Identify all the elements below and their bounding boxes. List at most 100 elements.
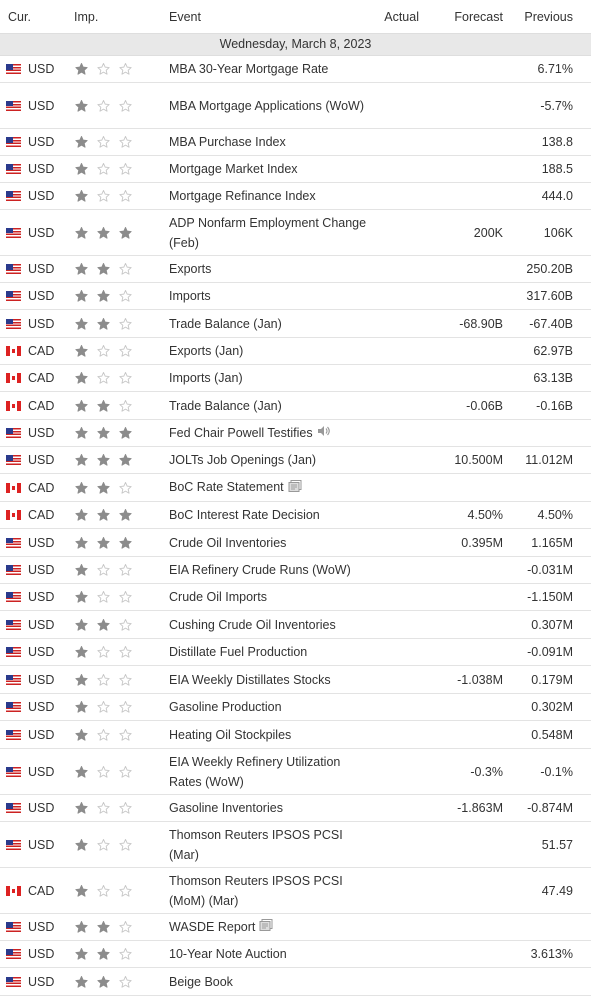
table-row[interactable]: CAD Imports (Jan) 63.13B xyxy=(0,365,591,392)
event-name[interactable]: Cushing Crude Oil Inventories xyxy=(169,617,336,632)
event-name[interactable]: ADP Nonfarm Employment Change (Feb) xyxy=(169,215,367,250)
event-cell[interactable]: MBA Purchase Index xyxy=(169,130,367,154)
table-row[interactable]: USD Beige Book xyxy=(0,968,591,996)
event-cell[interactable]: Exports (Jan) xyxy=(169,339,367,363)
speaker-icon[interactable] xyxy=(317,423,330,443)
currency-cell: USD xyxy=(0,838,72,852)
event-name[interactable]: MBA Mortgage Applications (WoW) xyxy=(169,98,364,113)
event-cell[interactable]: WASDE Report xyxy=(169,915,367,940)
event-name[interactable]: Gasoline Inventories xyxy=(169,801,283,815)
table-row[interactable]: USD Imports 317.60B xyxy=(0,283,591,310)
event-name[interactable]: Gasoline Production xyxy=(169,700,282,714)
table-row[interactable]: USD Thomson Reuters IPSOS PCSI (Mar) 51.57 xyxy=(0,822,591,868)
event-name[interactable]: Trade Balance (Jan) xyxy=(169,398,282,413)
event-cell[interactable]: Gasoline Production xyxy=(169,695,367,719)
table-row[interactable]: USD Mortgage Refinance Index 444.0 xyxy=(0,183,591,210)
table-row[interactable]: USD Crude Oil Imports -1.150M xyxy=(0,584,591,611)
event-cell[interactable]: BoC Interest Rate Decision xyxy=(169,503,367,527)
table-row[interactable]: USD Fed Chair Powell Testifies xyxy=(0,420,591,447)
event-name[interactable]: EIA Weekly Distillates Stocks xyxy=(169,672,331,687)
table-row[interactable]: USD Mortgage Market Index 188.5 xyxy=(0,156,591,183)
event-cell[interactable]: Mortgage Market Index xyxy=(169,157,367,181)
event-cell[interactable]: MBA 30-Year Mortgage Rate xyxy=(169,57,367,81)
event-cell[interactable]: Imports (Jan) xyxy=(169,366,367,390)
event-cell[interactable]: EIA Weekly Refinery Utilization Rates (W… xyxy=(169,750,367,794)
event-cell[interactable]: Trade Balance (Jan) xyxy=(169,312,367,336)
event-name[interactable]: Trade Balance (Jan) xyxy=(169,316,282,331)
table-row[interactable]: USD ADP Nonfarm Employment Change (Feb) 20… xyxy=(0,210,591,256)
table-row[interactable]: USD MBA Mortgage Applications (WoW) -5.7% xyxy=(0,83,591,129)
event-cell[interactable]: Gasoline Inventories xyxy=(169,796,367,820)
event-cell[interactable]: EIA Weekly Distillates Stocks xyxy=(169,668,367,692)
table-row[interactable]: USD Gasoline Production 0.302M xyxy=(0,694,591,721)
event-name[interactable]: Exports xyxy=(169,262,212,276)
table-row[interactable]: USD Heating Oil Stockpiles 0.548M xyxy=(0,721,591,749)
event-name[interactable]: EIA Weekly Refinery Utilization Rates (W… xyxy=(169,754,341,789)
event-name[interactable]: MBA Purchase Index xyxy=(169,135,286,149)
table-row[interactable]: USD Distillate Fuel Production -0.091M xyxy=(0,639,591,666)
document-icon[interactable] xyxy=(288,478,302,498)
event-name[interactable]: Distillate Fuel Production xyxy=(169,645,308,659)
event-name[interactable]: 10-Year Note Auction xyxy=(169,947,287,961)
event-name[interactable]: BoC Interest Rate Decision xyxy=(169,508,320,522)
event-name[interactable]: Heating Oil Stockpiles xyxy=(169,727,292,742)
event-name[interactable]: EIA Refinery Crude Runs (WoW) xyxy=(169,563,351,577)
event-cell[interactable]: Crude Oil Inventories xyxy=(169,531,367,555)
table-row[interactable]: USD WASDE Report xyxy=(0,914,591,941)
us-flag-icon xyxy=(6,318,21,329)
table-row[interactable]: USD EIA Weekly Refinery Utilization Rates… xyxy=(0,749,591,795)
event-name[interactable]: MBA 30-Year Mortgage Rate xyxy=(169,62,329,76)
table-row[interactable]: USD Exports 250.20B xyxy=(0,256,591,283)
event-name[interactable]: Imports xyxy=(169,289,211,303)
table-row[interactable]: USD Crude Oil Inventories 0.395M 1.165M xyxy=(0,529,591,557)
event-cell[interactable]: ADP Nonfarm Employment Change (Feb) xyxy=(169,211,367,255)
event-name[interactable]: Exports (Jan) xyxy=(169,344,244,358)
event-name[interactable]: WASDE Report xyxy=(169,919,256,934)
event-cell[interactable]: Beige Book xyxy=(169,970,367,994)
event-cell[interactable]: Mortgage Refinance Index xyxy=(169,184,367,208)
event-cell[interactable]: JOLTs Job Openings (Jan) xyxy=(169,448,367,472)
table-row[interactable]: USD Trade Balance (Jan) -68.90B -67.40B xyxy=(0,310,591,338)
table-row[interactable]: CAD Thomson Reuters IPSOS PCSI (MoM) (Mar… xyxy=(0,868,591,914)
previous-value: 188.5 xyxy=(541,162,573,176)
event-cell[interactable]: Thomson Reuters IPSOS PCSI (MoM) (Mar) xyxy=(169,869,367,913)
event-name[interactable]: JOLTs Job Openings (Jan) xyxy=(169,453,317,467)
event-cell[interactable]: MBA Mortgage Applications (WoW) xyxy=(169,94,367,118)
table-row[interactable]: CAD BoC Rate Statement xyxy=(0,474,591,502)
event-name[interactable]: Fed Chair Powell Testifies xyxy=(169,425,313,440)
table-row[interactable]: USD MBA 30-Year Mortgage Rate 6.71% xyxy=(0,56,591,83)
event-cell[interactable]: Heating Oil Stockpiles xyxy=(169,723,367,747)
table-row[interactable]: USD 10-Year Note Auction 3.613% xyxy=(0,941,591,968)
event-cell[interactable]: BoC Rate Statement xyxy=(169,475,367,500)
event-name[interactable]: Mortgage Refinance Index xyxy=(169,189,316,203)
event-cell[interactable]: EIA Refinery Crude Runs (WoW) xyxy=(169,558,367,582)
event-cell[interactable]: Imports xyxy=(169,284,367,308)
event-cell[interactable]: Fed Chair Powell Testifies xyxy=(169,421,367,446)
event-name[interactable]: Mortgage Market Index xyxy=(169,162,298,176)
event-name[interactable]: Thomson Reuters IPSOS PCSI (Mar) xyxy=(169,827,343,862)
previous-value: 62.97B xyxy=(533,344,573,358)
event-name[interactable]: Beige Book xyxy=(169,974,233,989)
event-name[interactable]: Crude Oil Inventories xyxy=(169,535,287,550)
table-row[interactable]: USD Gasoline Inventories -1.863M -0.874M xyxy=(0,795,591,822)
event-cell[interactable]: Cushing Crude Oil Inventories xyxy=(169,613,367,637)
table-row[interactable]: USD EIA Weekly Distillates Stocks -1.038M 0… xyxy=(0,666,591,694)
event-cell[interactable]: Exports xyxy=(169,257,367,281)
event-name[interactable]: Crude Oil Imports xyxy=(169,590,267,604)
event-cell[interactable]: Trade Balance (Jan) xyxy=(169,394,367,418)
table-row[interactable]: USD JOLTs Job Openings (Jan) 10.500M 11.012… xyxy=(0,447,591,474)
table-row[interactable]: CAD Trade Balance (Jan) -0.06B -0.16B xyxy=(0,392,591,420)
event-cell[interactable]: Crude Oil Imports xyxy=(169,585,367,609)
event-cell[interactable]: Distillate Fuel Production xyxy=(169,640,367,664)
event-name[interactable]: BoC Rate Statement xyxy=(169,480,284,495)
table-row[interactable]: CAD BoC Interest Rate Decision 4.50% 4.50% xyxy=(0,502,591,529)
table-row[interactable]: USD MBA Purchase Index 138.8 xyxy=(0,129,591,156)
event-name[interactable]: Thomson Reuters IPSOS PCSI (MoM) (Mar) xyxy=(169,873,343,908)
event-cell[interactable]: 10-Year Note Auction xyxy=(169,942,367,966)
table-row[interactable]: USD EIA Refinery Crude Runs (WoW) -0.031M xyxy=(0,557,591,584)
table-row[interactable]: CAD Exports (Jan) 62.97B xyxy=(0,338,591,365)
table-row[interactable]: USD Cushing Crude Oil Inventories 0.307M xyxy=(0,611,591,639)
document-icon[interactable] xyxy=(259,917,273,937)
event-cell[interactable]: Thomson Reuters IPSOS PCSI (Mar) xyxy=(169,823,367,867)
event-name[interactable]: Imports (Jan) xyxy=(169,371,243,385)
